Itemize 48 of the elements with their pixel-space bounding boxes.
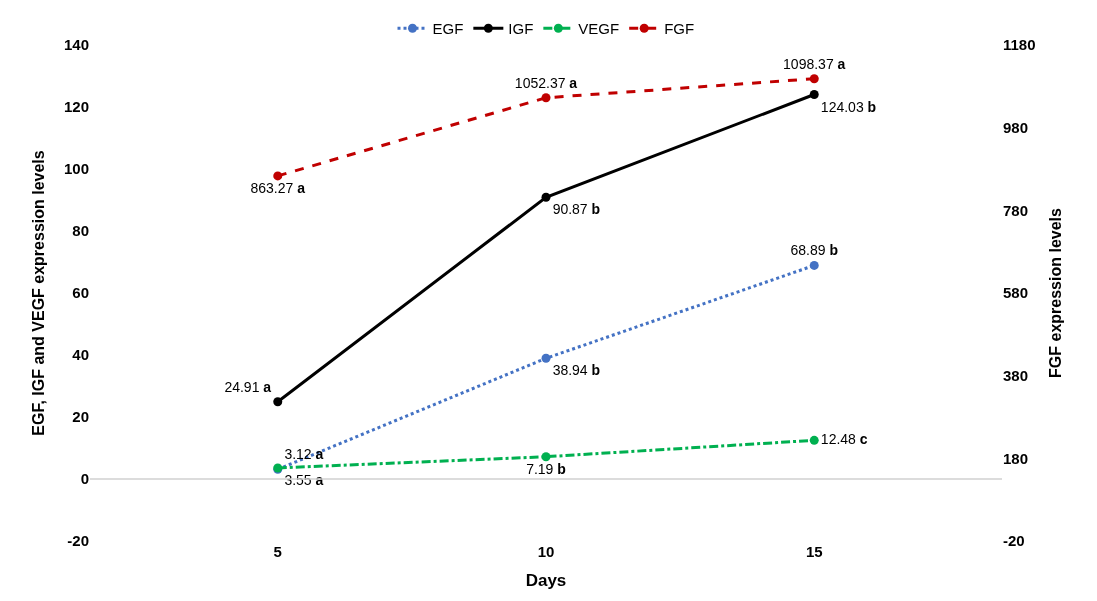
data-label: 68.89 b	[790, 242, 838, 259]
data-label: 3.55 a	[284, 472, 324, 489]
point	[809, 435, 819, 445]
x-tick-label: 15	[805, 543, 823, 560]
y-tick-label: 40	[72, 346, 89, 364]
point	[541, 452, 551, 462]
y2-tick-label: 380	[1003, 366, 1029, 384]
data-label: 7.19 b	[526, 460, 566, 477]
y-tick-label: 0	[80, 470, 89, 488]
data-label: 3.12 a	[284, 446, 324, 463]
point	[809, 260, 819, 270]
data-label: 24.91 a	[224, 378, 272, 395]
y-tick-label: 100	[63, 160, 89, 178]
y-tick-label: 120	[63, 98, 89, 116]
data-label: 1098.37 a	[783, 55, 846, 72]
data-label: 38.94 b	[552, 362, 601, 379]
data-label: 863.27 a	[250, 180, 306, 197]
point	[273, 397, 283, 407]
y2-tick-label: 580	[1003, 284, 1029, 302]
point	[541, 93, 551, 103]
data-label: 124.03 b	[820, 98, 877, 115]
x-axis-title: Days	[525, 571, 567, 591]
data-label: 1052.37 a	[514, 74, 578, 91]
data-label: 12.48 c	[820, 430, 868, 447]
point	[541, 192, 551, 202]
y2-tick-label: 980	[1003, 118, 1029, 136]
point	[541, 353, 551, 363]
y-tick-label: 20	[72, 408, 89, 426]
data-label: 90.87 b	[552, 201, 601, 218]
legend-label: FGF	[664, 20, 695, 38]
legend-label: IGF	[508, 20, 534, 38]
y2-axis-title: FGF expression levels	[1047, 207, 1065, 378]
y2-tick-label: 180	[1003, 449, 1029, 467]
point	[273, 171, 283, 181]
y2-tick-label: 780	[1003, 201, 1029, 219]
y2-tick-label: -20	[1003, 532, 1025, 550]
legend-label: EGF	[432, 20, 464, 38]
point	[809, 90, 819, 100]
point	[809, 74, 819, 84]
y-tick-label: 140	[63, 36, 89, 54]
y-tick-label: 60	[72, 284, 89, 302]
y-axis-title: EGF, IGF and VEGF expression levels	[29, 150, 47, 436]
x-tick-label: 10	[537, 543, 555, 560]
y-tick-label: 80	[72, 222, 89, 240]
y2-tick-label: 1180	[1003, 36, 1036, 54]
x-tick-label: 5	[273, 543, 282, 560]
y-tick-label: -20	[67, 532, 89, 550]
legend-label: VEGF	[578, 20, 620, 38]
